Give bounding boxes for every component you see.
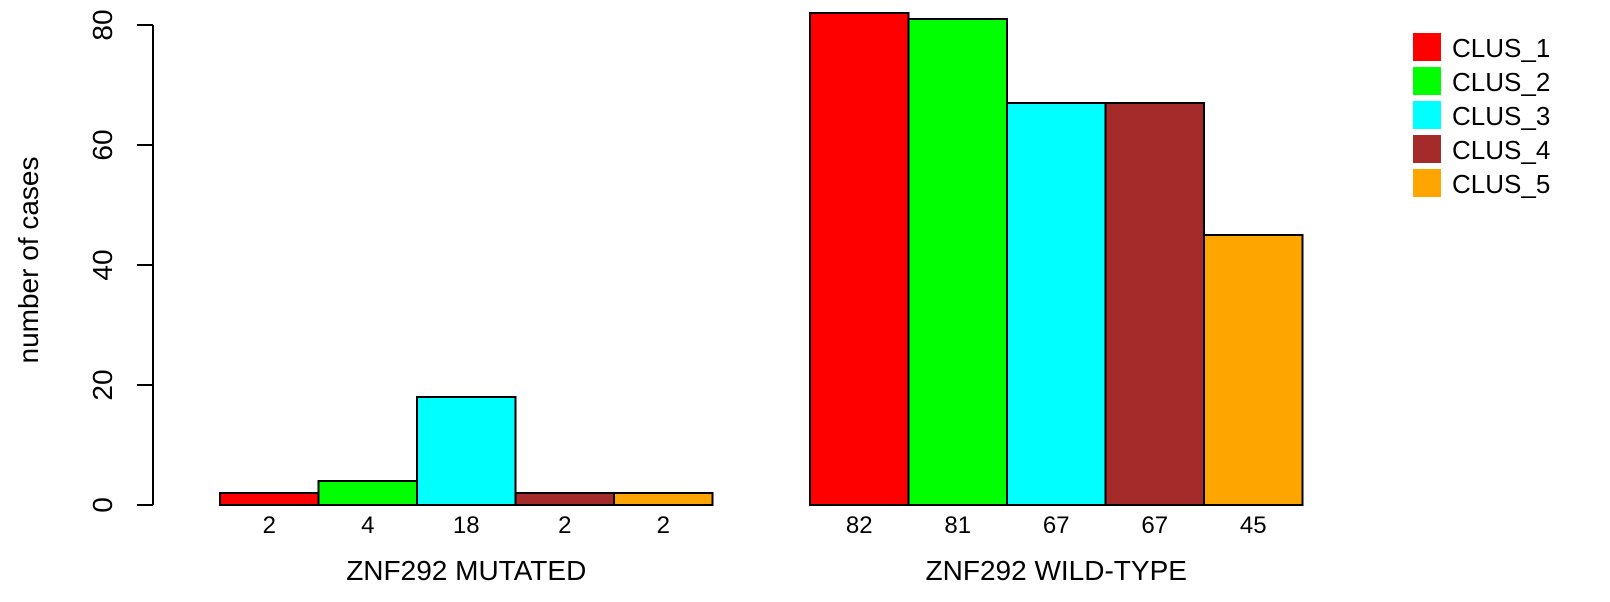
y-axis-title: number of cases (13, 157, 44, 364)
legend-swatch (1413, 101, 1441, 129)
legend-item: CLUS_1 (1413, 33, 1550, 63)
legend-item: CLUS_4 (1413, 135, 1550, 165)
bar-value-label: 4 (361, 512, 374, 539)
legend-swatch (1413, 33, 1441, 61)
y-tick-label: 60 (87, 129, 118, 160)
legend-label: CLUS_3 (1452, 101, 1550, 131)
bar (1006, 102, 1107, 506)
bar-value-label: 67 (1141, 512, 1168, 539)
group-label: ZNF292 WILD-TYPE (926, 555, 1187, 586)
legend-swatch (1413, 169, 1441, 197)
bar-value-label: 18 (453, 512, 480, 539)
bar-value-label: 45 (1240, 512, 1267, 539)
bar-value-label: 81 (944, 512, 971, 539)
legend-item: CLUS_3 (1413, 101, 1550, 131)
bar-groups: 2 4 18 2 2 ZNF292 MUTATED 82 81 67 67 45 ZNF292 WIL… (219, 12, 1304, 586)
bar (809, 12, 910, 506)
bar-value-label: 2 (263, 512, 276, 539)
y-tick-label: 20 (87, 369, 118, 400)
bar (219, 492, 320, 506)
bar (514, 492, 615, 506)
legend-label: CLUS_2 (1452, 67, 1550, 97)
bar (317, 480, 418, 506)
y-tick-label: 80 (87, 9, 118, 40)
bar (1104, 102, 1205, 506)
group-label: ZNF292 MUTATED (346, 555, 586, 586)
legend-item: CLUS_5 (1413, 169, 1550, 199)
legend-label: CLUS_1 (1452, 33, 1550, 63)
bar-value-label: 2 (558, 512, 571, 539)
y-tick-label: 40 (87, 249, 118, 280)
legend-item: CLUS_2 (1413, 67, 1550, 97)
bar (416, 396, 517, 506)
bar (907, 18, 1008, 506)
bar-group: 82 81 67 67 45 ZNF292 WILD-TYPE (809, 12, 1304, 586)
legend: CLUS_1 CLUS_2 CLUS_3 CLUS_4 CLUS_5 (1413, 33, 1550, 199)
legend-swatch (1413, 135, 1441, 163)
bar-value-label: 82 (846, 512, 873, 539)
legend-label: CLUS_4 (1452, 135, 1550, 165)
legend-label: CLUS_5 (1452, 169, 1550, 199)
y-axis: 0 20 40 60 80 (87, 9, 154, 513)
bar-group: 2 4 18 2 2 ZNF292 MUTATED (219, 396, 714, 586)
y-tick-label: 0 (87, 497, 118, 513)
bar (613, 492, 714, 506)
legend-swatch (1413, 67, 1441, 95)
bar-value-label: 2 (657, 512, 670, 539)
bar-value-label: 67 (1043, 512, 1070, 539)
bar (1203, 234, 1304, 506)
